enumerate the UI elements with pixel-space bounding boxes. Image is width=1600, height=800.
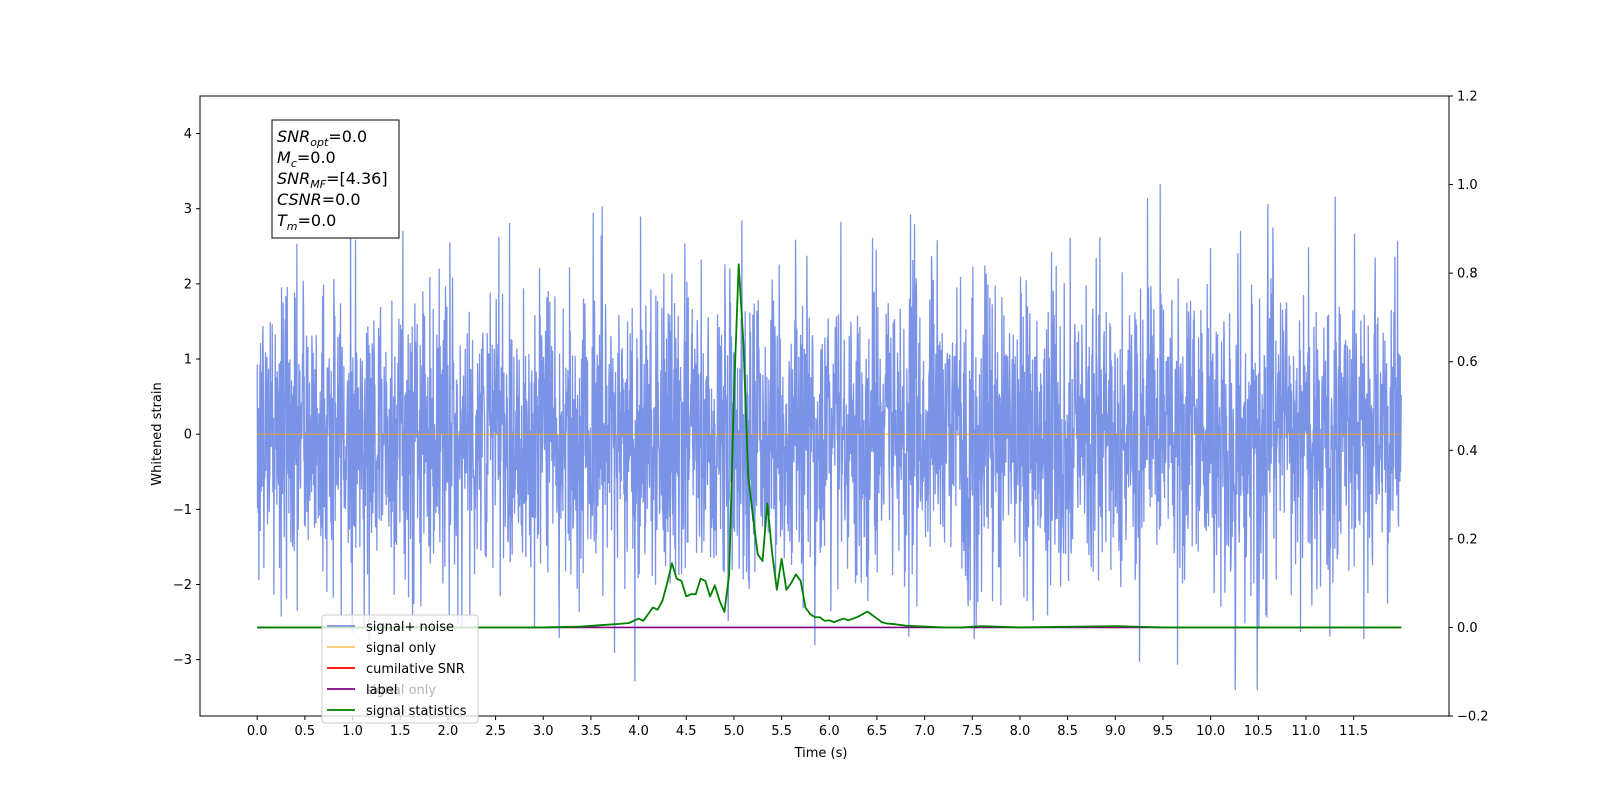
legend: signal only signal+ noise signal only cumi… [321,614,479,724]
legend-label: signal only [366,641,436,656]
y2-tick-label: 1.2 [1457,90,1478,105]
y-tick-label: −2 [173,578,192,593]
legend-label: cumilative SNR [366,662,465,677]
y2-tick-label: 0.6 [1457,355,1478,370]
legend-ghost-text: signal only [366,683,436,698]
x-tick-label: 10.0 [1196,724,1225,739]
x-tick-label: 4.0 [628,724,649,739]
x-tick-label: 10.5 [1244,724,1273,739]
y2-tick-label: 0.2 [1457,532,1478,547]
signal-statistics-line [257,263,1402,629]
y-axis-title: Whitened strain [150,382,165,485]
statistics-series-layer [257,263,1402,629]
legend-label: signal+ noise [366,620,454,635]
y2-tick-label: 0.8 [1457,267,1478,282]
y-tick-label: 1 [184,353,192,368]
x-tick-label: 11.0 [1292,724,1321,739]
y2-tick-label: 0.0 [1457,621,1478,636]
x-tick-label: 6.0 [819,724,840,739]
x-tick-label: 4.5 [676,724,697,739]
x-tick-label: 8.5 [1057,724,1078,739]
y-tick-label: 0 [184,428,192,443]
x-axis-ticks: 0.0 0.5 1.0 1.5 2.0 2.5 3.0 3.5 4.0 4.5 5.0 5.5 6.0 6… [247,716,1368,739]
stats-line: Mc=0.0 [277,148,336,170]
y2-tick-label: 0.4 [1457,444,1478,459]
stats-line: Tm=0.0 [277,211,336,233]
x-tick-label: 2.0 [438,724,459,739]
stats-box-frame [271,119,400,239]
noise-series [256,184,1402,691]
x-tick-label: 6.5 [867,724,888,739]
x-tick-label: 3.0 [533,724,554,739]
x-tick-label: 2.5 [485,724,506,739]
x-tick-label: 7.5 [962,724,983,739]
x-tick-label: 1.0 [342,724,363,739]
stats-line: SNRMF=[4.36] [277,169,388,191]
legend-label: label [366,683,397,698]
y-tick-label: −1 [173,503,192,518]
x-tick-label: 5.0 [724,724,745,739]
y2-tick-label: 1.0 [1457,178,1478,193]
stats-line: SNRopt=0.0 [277,127,367,149]
x-tick-label: 11.5 [1339,724,1368,739]
x-tick-label: 1.5 [390,724,411,739]
x-tick-label: 0.0 [247,724,268,739]
y-tick-label: −3 [173,653,192,668]
y-tick-label: 4 [184,127,192,142]
x-tick-label: 9.0 [1105,724,1126,739]
y-tick-label: 2 [184,277,192,292]
x-tick-label: 0.5 [295,724,316,739]
legend-frame [321,614,479,724]
signal-plus-noise-line [256,184,1402,691]
x-tick-label: 3.5 [581,724,602,739]
x-tick-label: 8.0 [1010,724,1031,739]
x-tick-label: 7.0 [914,724,935,739]
x-tick-label: 5.5 [771,724,792,739]
x-axis-title: Time (s) [794,746,848,761]
y2-tick-label: −0.2 [1457,710,1489,725]
x-tick-label: 9.5 [1153,724,1174,739]
y-axis-ticks: −3 −2 −1 0 1 2 3 4 [173,127,200,668]
legend-label: signal statistics [366,704,467,719]
y-tick-label: 3 [184,202,192,217]
stats-line: CSNR=0.0 [277,190,361,209]
plot-frame [199,95,1450,717]
y2-axis-ticks: −0.2 0.0 0.2 0.4 0.6 0.8 1.0 1.2 [1449,90,1489,725]
